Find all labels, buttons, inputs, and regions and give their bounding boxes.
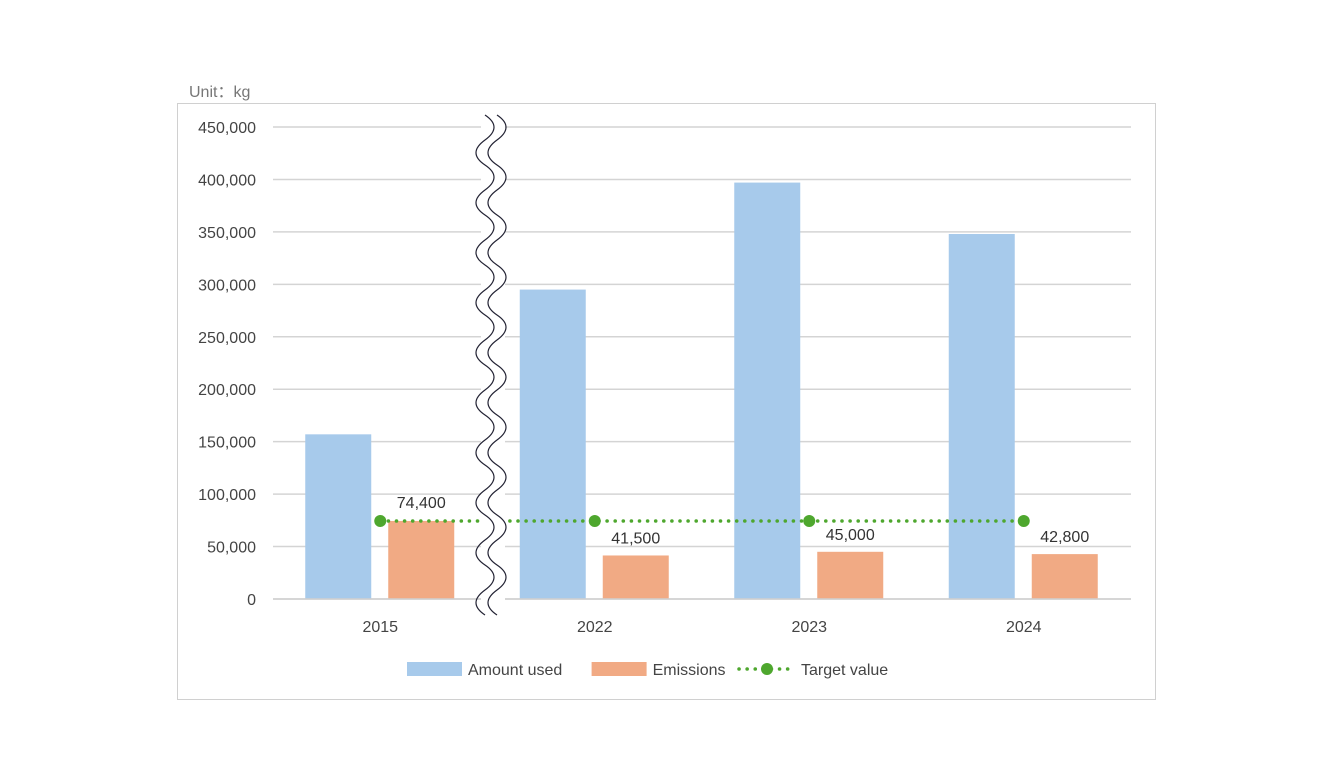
- y-tick-label: 350,000: [198, 225, 256, 242]
- bar-amount-used: [305, 434, 372, 599]
- x-tick-label: 2024: [1006, 619, 1042, 636]
- y-tick-label: 250,000: [198, 330, 256, 347]
- y-tick-label: 100,000: [198, 487, 256, 504]
- x-tick-label: 2015: [362, 619, 398, 636]
- axis-break-line: [475, 114, 495, 616]
- axis-break-line: [487, 114, 507, 616]
- y-tick-label: 300,000: [198, 277, 256, 294]
- y-tick-label: 50,000: [207, 540, 256, 557]
- y-tick-label: 200,000: [198, 382, 256, 399]
- bar-amount-used: [519, 289, 586, 599]
- target-marker: [1017, 514, 1030, 527]
- y-tick-label: 150,000: [198, 435, 256, 452]
- data-label: 45,000: [826, 527, 875, 544]
- unit-label: Unit：kg: [189, 84, 251, 101]
- data-label: 41,500: [611, 530, 660, 547]
- legend-swatch: [407, 662, 462, 676]
- bar-emissions: [602, 555, 669, 599]
- bar-amount-used: [948, 233, 1015, 599]
- y-tick-label: 400,000: [198, 172, 256, 189]
- data-label: 42,800: [1040, 529, 1089, 546]
- legend-marker: [761, 663, 773, 675]
- bar-amount-used: [734, 182, 801, 599]
- target-marker: [588, 514, 601, 527]
- target-marker: [374, 514, 387, 527]
- bar-emissions: [817, 551, 884, 599]
- chart-frame: [177, 103, 1156, 700]
- x-tick-label: 2022: [577, 619, 613, 636]
- bar-emissions: [388, 520, 455, 599]
- target-marker: [803, 514, 816, 527]
- data-label: 74,400: [397, 495, 446, 512]
- legend-swatch: [591, 662, 647, 676]
- legend-label: Target value: [801, 662, 888, 679]
- y-tick-label: 450,000: [198, 120, 256, 137]
- legend-label: Emissions: [653, 662, 726, 679]
- x-tick-label: 2023: [791, 619, 827, 636]
- bar-emissions: [1031, 554, 1098, 599]
- y-tick-label: 0: [247, 592, 256, 609]
- legend-label: Amount used: [468, 662, 562, 679]
